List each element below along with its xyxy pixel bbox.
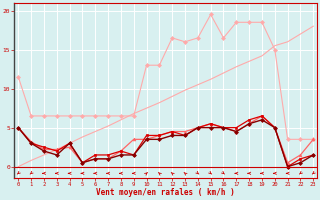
X-axis label: Vent moyen/en rafales ( km/h ): Vent moyen/en rafales ( km/h ) <box>96 188 235 197</box>
